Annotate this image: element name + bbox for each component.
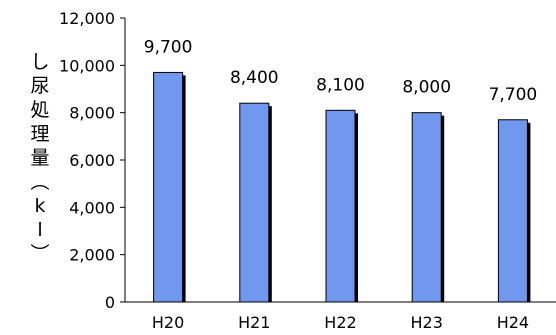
bar-H23	[411, 112, 442, 303]
data-labels: 9,700 8,400 8,100 8,000 7,700	[144, 37, 537, 104]
data-label-H23: 8,000	[402, 78, 451, 98]
x-tick-label-H21: H21	[238, 313, 270, 332]
bar-H20	[153, 71, 184, 303]
x-axis-ticks: H20 H21 H22 H23 H24	[152, 313, 529, 332]
bar-H22	[325, 109, 356, 303]
y-axis-label-char: し	[30, 51, 50, 73]
y-axis-label-char: 処	[30, 99, 50, 121]
y-axis-label-char: l	[37, 219, 43, 241]
data-label-H20: 9,700	[144, 37, 193, 57]
y-axis-label-char: 理	[30, 123, 50, 145]
y-axis-label-char: 尿	[30, 75, 50, 97]
y-axis-label-char: ︶	[30, 243, 50, 265]
x-tick-label-H23: H23	[411, 313, 443, 332]
y-tick-label: 0	[105, 293, 115, 312]
y-axis-label-char: k	[34, 195, 46, 217]
y-axis-label: し尿処理量 ︵ k l ︶	[28, 50, 52, 266]
y-tick-label: 12,000	[59, 9, 115, 28]
bar-H21	[239, 102, 270, 303]
x-tick-label-H22: H22	[324, 313, 356, 332]
y-axis-ticks: 0 2,000 4,000 6,000 8,000 10,000 12,000	[59, 9, 125, 312]
bars	[153, 71, 531, 303]
y-tick-label: 2,000	[69, 246, 115, 265]
x-tick-label-H20: H20	[152, 313, 184, 332]
y-tick-label: 6,000	[69, 151, 115, 170]
bar-H24	[497, 119, 528, 303]
y-tick-label: 4,000	[69, 198, 115, 217]
y-axis-label-char: ︵	[30, 171, 50, 193]
y-tick-label: 10,000	[59, 56, 115, 75]
y-tick-label: 8,000	[69, 104, 115, 123]
data-label-H21: 8,400	[230, 68, 279, 88]
x-tick-label-H24: H24	[497, 313, 529, 332]
data-label-H22: 8,100	[316, 75, 365, 95]
y-axis-label-char: 量	[30, 147, 50, 169]
data-label-H24: 7,700	[489, 85, 538, 105]
